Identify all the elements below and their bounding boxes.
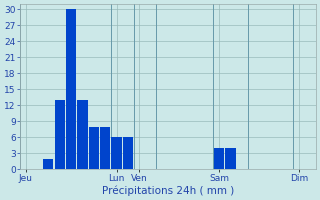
- X-axis label: Précipitations 24h ( mm ): Précipitations 24h ( mm ): [102, 185, 234, 196]
- Bar: [100, 127, 110, 169]
- Bar: [214, 148, 224, 169]
- Bar: [54, 100, 65, 169]
- Bar: [111, 137, 122, 169]
- Bar: [77, 100, 88, 169]
- Bar: [89, 127, 99, 169]
- Bar: [123, 137, 133, 169]
- Bar: [66, 9, 76, 169]
- Bar: [43, 159, 53, 169]
- Bar: [225, 148, 236, 169]
